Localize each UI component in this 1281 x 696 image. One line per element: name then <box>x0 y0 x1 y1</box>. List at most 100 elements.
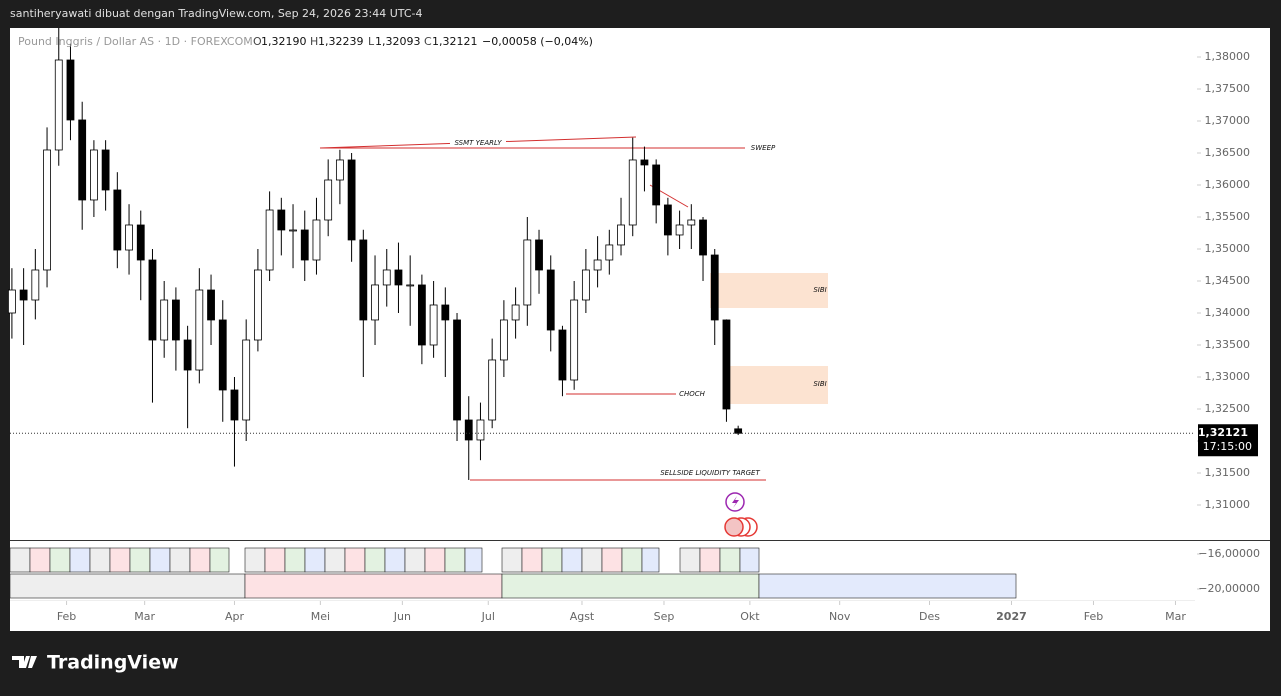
candle-body <box>136 224 145 261</box>
x-tick-label: Feb <box>1084 610 1103 623</box>
ohlc-key: O <box>253 35 262 48</box>
indicator-cell <box>129 547 151 573</box>
candle-body <box>652 164 661 206</box>
x-tick-label: Apr <box>225 610 245 623</box>
indicator-cell <box>9 573 246 599</box>
candle-body <box>242 339 251 421</box>
candle-body <box>90 149 98 201</box>
ohlc-value: 1,32190 <box>261 35 307 48</box>
candle-body <box>734 428 743 434</box>
x-tick-label: Okt <box>740 610 760 623</box>
candle-body <box>535 239 543 271</box>
y-tick-label: −16,00000 <box>1198 547 1260 560</box>
countdown: 17:15:00 <box>1203 440 1252 453</box>
candle-body <box>371 284 379 321</box>
candle-body <box>54 59 63 151</box>
candle-body <box>675 224 684 236</box>
candle-body <box>488 359 497 421</box>
indicator-cell <box>244 573 503 599</box>
candle-body <box>558 329 567 381</box>
indicator-cell <box>621 547 643 573</box>
x-tick-label: Mar <box>1165 610 1186 623</box>
axes: 1,310001,315001,320001,325001,330001,335… <box>10 50 1260 623</box>
candle-body <box>710 254 719 321</box>
candle-body <box>265 209 274 271</box>
candle-body <box>335 159 344 181</box>
indicator-cell <box>169 547 191 573</box>
indicator-cell <box>601 547 623 573</box>
candle-body <box>499 319 508 361</box>
candle-body <box>218 319 227 391</box>
indicator-cell <box>69 547 91 573</box>
candle-body <box>429 304 438 346</box>
candles <box>8 28 743 480</box>
event-icons <box>724 492 758 537</box>
candle-body <box>113 189 122 251</box>
indicator-cell <box>324 547 346 573</box>
annotation: SIBI <box>813 380 826 388</box>
indicator-cell <box>444 547 466 573</box>
indicator-cell <box>581 547 603 573</box>
indicator-cell <box>364 547 386 573</box>
annotation-labels: SSMT YEARLY SWEEP SIBI SIBI CHOCH SELLSI… <box>450 138 827 477</box>
indicator-cell <box>521 547 543 573</box>
indicator-cell <box>9 547 31 573</box>
sibi-zone <box>727 366 828 404</box>
candle-body <box>312 219 321 261</box>
candle-body <box>523 239 532 306</box>
last-price-label: 1,32121 <box>1198 426 1248 439</box>
annotation: SELLSIDE LIQUIDITY TARGET <box>660 469 760 477</box>
event-icon[interactable] <box>724 517 744 537</box>
y-tick-label: 1,34000 <box>1205 306 1251 319</box>
candle-body <box>78 119 87 201</box>
ohlc-value: 1,32121 <box>432 35 478 48</box>
candle-body <box>324 179 333 221</box>
candle-body <box>417 284 426 346</box>
indicator-cell <box>758 573 1017 599</box>
x-tick-label: Des <box>919 610 940 623</box>
sibi-zone <box>710 273 828 308</box>
candle-body <box>593 259 602 271</box>
y-tick-label: 1,36500 <box>1205 146 1251 159</box>
candle-body <box>570 299 579 381</box>
x-tick-label: Agst <box>570 610 595 623</box>
indicator-cell <box>501 547 523 573</box>
x-tick-label: Mar <box>134 610 155 623</box>
candle-body <box>722 319 731 410</box>
candle-body <box>476 419 485 441</box>
y-tick-label: 1,32500 <box>1205 402 1251 415</box>
ohlc-key: L <box>368 35 375 48</box>
annotation: CHOCH <box>679 390 706 398</box>
candle-body <box>699 219 707 256</box>
indicator-cell <box>699 547 721 573</box>
y-tick-label: 1,31000 <box>1205 498 1251 511</box>
x-tick-label: Jun <box>393 610 411 623</box>
candle-body <box>546 269 555 331</box>
y-tick-label: 1,36000 <box>1205 178 1251 191</box>
x-tick-label: Nov <box>829 610 851 623</box>
y-tick-label: 1,37000 <box>1205 114 1251 127</box>
indicator-cell <box>89 547 111 573</box>
candle-body <box>207 289 215 321</box>
candle-body <box>43 149 51 271</box>
candle-body <box>617 224 625 246</box>
indicator-cell <box>149 547 171 573</box>
candle-body <box>66 59 75 121</box>
indicator-cell <box>501 573 760 599</box>
candle-body <box>160 299 169 341</box>
indicator-cell <box>384 547 406 573</box>
indicator-cell <box>244 547 266 573</box>
logo-text[interactable]: TradingView <box>47 652 179 674</box>
indicator-cell <box>424 547 446 573</box>
indicator-cell <box>404 547 426 573</box>
indicator-cell <box>29 547 51 573</box>
indicator-cell <box>344 547 366 573</box>
candle-body <box>406 284 415 287</box>
x-tick-label: Jul <box>481 610 495 623</box>
y-tick-label: 1,33000 <box>1205 370 1251 383</box>
candle-body <box>277 209 286 231</box>
candle-body <box>183 339 192 371</box>
candle-body <box>511 304 520 321</box>
candle-body <box>464 419 473 441</box>
